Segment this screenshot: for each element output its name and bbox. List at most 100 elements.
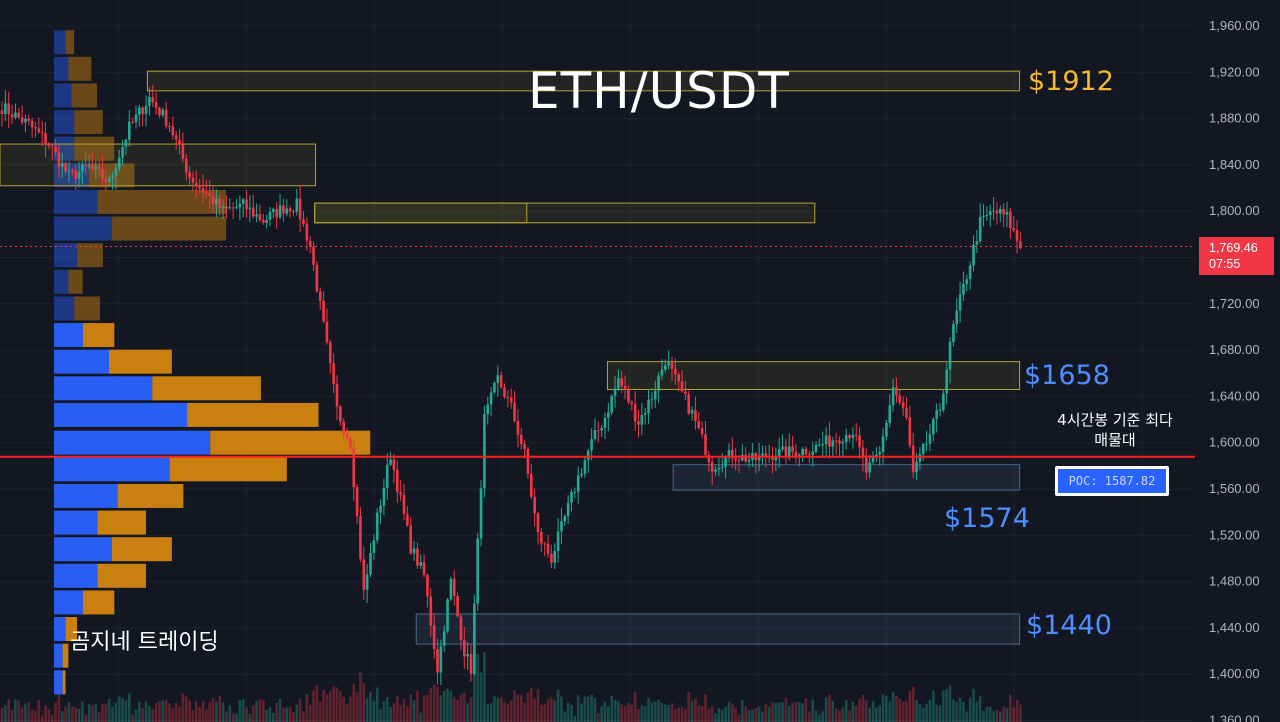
- candle-body: [724, 456, 727, 467]
- volume-bar: [148, 705, 151, 722]
- volume-bar: [436, 686, 439, 722]
- candle-body: [992, 210, 995, 212]
- profile-bar-buy: [54, 643, 63, 668]
- profile-bar-sell: [62, 670, 66, 695]
- volume-bar: [657, 699, 660, 722]
- candles[interactable]: [0, 85, 1022, 686]
- volume-bar: [77, 708, 81, 722]
- volume-bar: [218, 695, 222, 722]
- zone-box: [415, 613, 1021, 645]
- candle-body: [573, 491, 577, 493]
- candle-body: [952, 324, 955, 342]
- candle-body: [566, 502, 570, 517]
- candle-body: [556, 531, 560, 551]
- volume-bar: [238, 699, 242, 722]
- volume-bar: [962, 701, 965, 722]
- candle-body: [111, 175, 114, 178]
- candle-body: [77, 171, 81, 179]
- volume-bar: [992, 711, 995, 722]
- candle-body: [881, 436, 885, 453]
- candle-body: [690, 410, 694, 414]
- profile-bar-sell: [108, 349, 172, 374]
- candle-body: [248, 207, 252, 210]
- volume-bar: [20, 707, 24, 722]
- volume-bar: [111, 706, 114, 722]
- candle-body: [255, 214, 258, 217]
- candle-body: [985, 215, 989, 217]
- candle-body: [174, 135, 178, 140]
- volume-bar: [794, 701, 798, 722]
- candle-body: [975, 241, 979, 245]
- candle-body: [10, 114, 14, 118]
- volume-bar: [34, 710, 37, 722]
- candle-body: [550, 553, 553, 563]
- candle-body: [439, 645, 443, 673]
- candle-body: [868, 462, 871, 473]
- candle-body: [908, 417, 912, 446]
- volume-bar: [312, 690, 315, 722]
- volume-bar: [392, 703, 396, 722]
- volume-bar: [406, 706, 409, 722]
- volume-bar: [325, 694, 329, 722]
- volume-bar: [875, 707, 878, 722]
- candle-body: [74, 170, 77, 179]
- candle-body: [995, 210, 999, 214]
- profile-bar-buy: [54, 216, 112, 241]
- zone-box: [0, 143, 317, 187]
- price-tick-label: 1,960.00: [1209, 18, 1260, 33]
- candle-body: [506, 397, 510, 399]
- volume-bar: [519, 695, 523, 722]
- volume-bar: [278, 698, 282, 722]
- candle-body: [838, 440, 841, 444]
- channel-watermark: 곰지네 트레이딩: [70, 630, 219, 655]
- volume-bar: [44, 705, 47, 722]
- candle-body: [613, 388, 617, 396]
- candle-body: [235, 207, 238, 209]
- candle-body: [962, 283, 965, 295]
- volume-bar: [479, 672, 483, 722]
- volume-bar: [731, 703, 734, 722]
- candle-body: [633, 404, 637, 422]
- volume-bar: [168, 703, 171, 722]
- candle-body: [228, 207, 232, 209]
- volume-bar: [262, 700, 265, 722]
- candle-body: [496, 375, 500, 383]
- volume-bar: [469, 697, 473, 722]
- candle-body: [784, 446, 788, 458]
- profile-bar-buy: [54, 296, 75, 321]
- volume-bar: [811, 699, 814, 722]
- candle-body: [61, 163, 64, 167]
- chart-title: ETH/USDT: [528, 62, 790, 120]
- candle-body: [777, 449, 781, 458]
- volume-bar: [593, 697, 597, 722]
- volume-bar: [1005, 707, 1009, 722]
- volume-bar: [935, 704, 938, 722]
- volume-bar: [84, 714, 88, 722]
- candle-body: [262, 220, 265, 223]
- profile-bar-buy: [54, 617, 66, 642]
- volume-bar: [174, 703, 178, 722]
- volume-bar: [1002, 706, 1005, 722]
- price-tick-label: 1,600.00: [1209, 435, 1260, 450]
- volume-bar: [476, 654, 479, 722]
- volume-bar: [844, 699, 848, 722]
- zone-box: [606, 361, 1021, 390]
- price-axis[interactable]: 1,960.00 1,920.00 1,880.00 1,840.00 1,800.00…: [1209, 18, 1260, 722]
- candle-body: [399, 492, 402, 495]
- zone-box: [146, 70, 1021, 92]
- volume-bar: [228, 705, 232, 722]
- volume-bar: [416, 690, 419, 722]
- volume-bar: [255, 701, 258, 722]
- profile-bar-sell: [82, 590, 115, 615]
- profile-bar-buy: [54, 670, 63, 695]
- candle-body: [355, 487, 359, 517]
- volume-bar: [714, 713, 717, 722]
- volume-bar: [10, 710, 14, 722]
- price-tick-label: 1,720.00: [1209, 296, 1260, 311]
- volume-bar: [751, 709, 754, 722]
- candle-body: [687, 394, 691, 414]
- volume-bar: [586, 696, 590, 722]
- candle-body: [131, 121, 134, 123]
